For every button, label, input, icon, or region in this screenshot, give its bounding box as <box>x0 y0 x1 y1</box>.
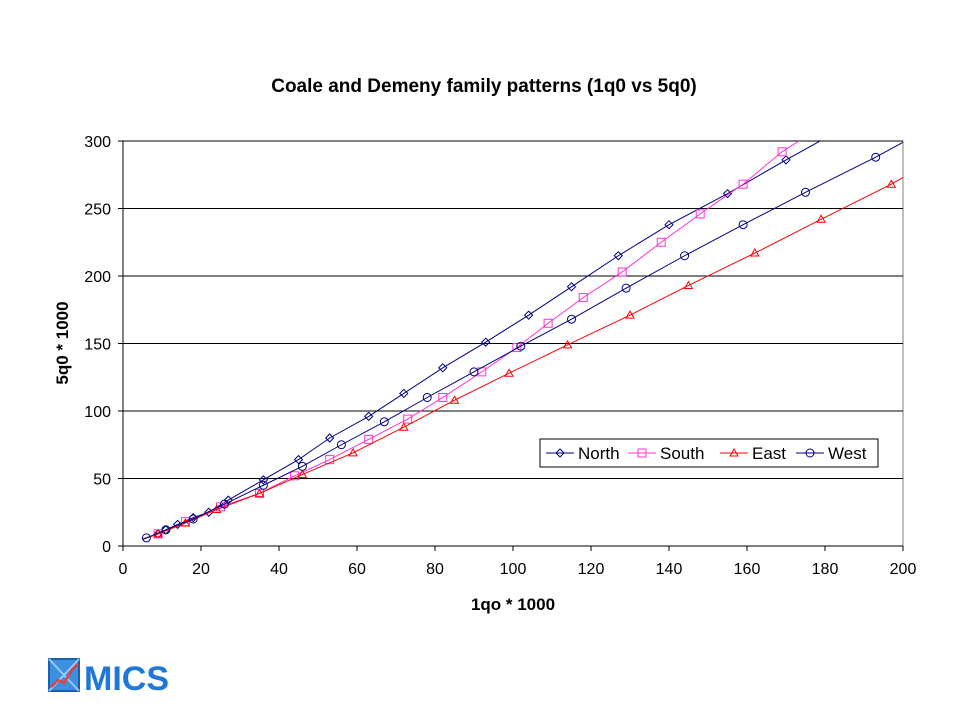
data-point-west <box>161 525 171 535</box>
data-point-north <box>722 188 733 199</box>
series-line-north <box>142 141 822 540</box>
legend-marker-east <box>729 447 739 457</box>
data-point-north <box>523 310 534 320</box>
x-tick-label: 40 <box>270 561 288 578</box>
data-point-east <box>398 422 409 431</box>
data-point-east <box>749 248 760 257</box>
data-point-south <box>656 237 666 247</box>
data-point-west <box>258 480 268 490</box>
legend-label-east: East <box>752 444 786 463</box>
data-point-west <box>801 187 810 197</box>
data-point-north <box>258 475 269 485</box>
data-point-west <box>219 499 229 509</box>
mics-logo: MICS <box>48 656 188 704</box>
x-tick-label: 0 <box>119 561 128 578</box>
data-point-west <box>469 367 479 377</box>
data-point-west <box>516 341 526 351</box>
data-point-south <box>578 293 588 303</box>
legend-label-north: North <box>578 444 620 463</box>
logo-text: MICS <box>84 660 169 698</box>
data-point-west <box>297 461 307 471</box>
chart-title: Coale and Demeny family patterns (1q0 vs… <box>271 76 697 97</box>
x-tick-label: 60 <box>348 561 366 578</box>
data-point-north <box>613 251 624 261</box>
data-point-south <box>738 179 748 189</box>
data-point-west <box>379 417 389 427</box>
data-point-north <box>399 388 409 399</box>
x-tick-label: 100 <box>500 561 527 578</box>
x-tick-label: 120 <box>578 561 605 578</box>
data-point-east <box>683 280 694 289</box>
legend-marker-north <box>555 448 565 458</box>
data-point-west <box>871 152 881 162</box>
data-point-south <box>617 267 627 277</box>
x-tick-label: 20 <box>192 561 210 578</box>
x-tick-label: 140 <box>656 561 683 578</box>
data-point-east <box>562 339 573 349</box>
legend: North South East West <box>539 438 879 468</box>
data-point-south <box>543 318 553 328</box>
data-point-south <box>325 455 335 465</box>
x-tick-label: 180 <box>812 561 839 578</box>
data-point-north <box>480 337 491 347</box>
y-tick-label: 250 <box>84 202 111 219</box>
data-point-south <box>438 393 448 402</box>
data-point-east <box>254 488 265 497</box>
data-point-south <box>403 414 413 424</box>
data-point-east <box>816 214 826 223</box>
series-line-west <box>142 141 903 540</box>
data-point-east <box>297 469 308 478</box>
data-point-north <box>293 454 304 465</box>
data-point-south <box>777 147 787 157</box>
data-point-west <box>738 220 748 230</box>
data-point-west <box>141 533 151 543</box>
y-tick-label: 0 <box>102 539 111 556</box>
y-tick-label: 50 <box>93 472 111 489</box>
chart-logo-icon <box>48 658 80 692</box>
series-west <box>141 141 903 543</box>
data-point-north <box>438 363 448 373</box>
data-point-east <box>886 179 897 188</box>
data-point-north <box>172 519 183 530</box>
data-point-south <box>364 434 374 444</box>
data-point-north <box>363 411 374 422</box>
y-tick-label: 150 <box>84 337 111 354</box>
data-point-east <box>504 368 514 377</box>
y-axis-title: 5q0 * 1000 <box>53 301 72 384</box>
data-point-west <box>188 514 198 524</box>
y-tick-label: 200 <box>84 269 111 286</box>
data-point-west <box>680 251 690 261</box>
data-point-west <box>422 393 432 402</box>
x-axis-title: 1qo * 1000 <box>471 595 555 614</box>
data-point-east <box>449 395 460 404</box>
data-point-south <box>695 209 705 219</box>
series-line-east <box>142 177 903 540</box>
legend-marker-south <box>637 448 647 458</box>
data-point-north <box>324 433 335 443</box>
data-point-west <box>567 314 576 324</box>
data-point-north <box>566 282 577 292</box>
y-tick-label: 100 <box>84 404 111 421</box>
legend-label-south: South <box>660 444 704 463</box>
data-point-east <box>625 310 635 319</box>
x-tick-label: 160 <box>734 561 761 578</box>
legend-label-west: West <box>828 444 867 463</box>
data-point-north <box>664 219 674 230</box>
data-point-west <box>336 440 346 450</box>
tick-labels: 0 20 40 60 80 100 120 140 160 180 200 0 50 100 150 200 2… <box>84 134 916 578</box>
series-layer <box>141 141 903 543</box>
data-point-south <box>512 343 522 353</box>
series-line-south <box>142 141 800 540</box>
data-point-east <box>348 447 358 457</box>
legend-marker-west <box>805 448 815 458</box>
y-tick-label: 300 <box>84 134 111 151</box>
data-point-west <box>621 283 631 293</box>
x-tick-label: 80 <box>426 561 444 578</box>
x-tick-label: 200 <box>890 561 917 578</box>
data-point-north <box>781 155 791 165</box>
